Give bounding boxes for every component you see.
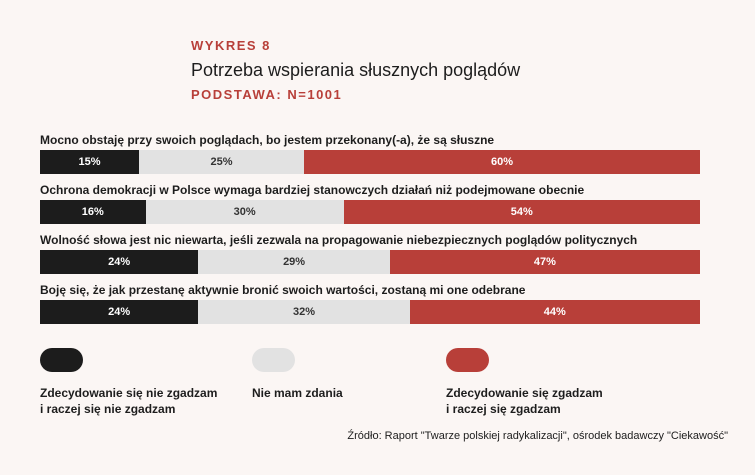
data-label: 24%	[108, 306, 131, 318]
chart-row: Ochrona demokracji w Polsce wymaga bardz…	[40, 182, 700, 232]
bar-segment-neutral: 30%	[145, 200, 344, 224]
category-label: Mocno obstaję przy swoich poglądach, bo …	[40, 133, 495, 147]
legend-label: Zdecydowanie się nie zgadzam i raczej si…	[40, 386, 218, 416]
category-label: Wolność słowa jest nic niewarta, jeśli z…	[40, 233, 638, 247]
bar-segment-disagree: 16%	[40, 200, 146, 224]
bar-segment-neutral: 29%	[198, 250, 390, 274]
bar-segment-disagree: 24%	[40, 250, 199, 274]
bar-segment-agree: 54%	[343, 200, 700, 224]
legend-item: Zdecydowanie się zgadzam i raczej się zg…	[446, 348, 603, 417]
legend-label: Nie mam zdania	[252, 386, 343, 400]
data-label: 32%	[292, 306, 315, 318]
stacked-bar: 24% 29% 47%	[40, 250, 700, 274]
chart-row: Mocno obstaję przy swoich poglądach, bo …	[40, 132, 700, 182]
legend-swatch-neutral	[252, 348, 295, 372]
stacked-bar: 15% 25% 60%	[40, 150, 700, 174]
bar-segment-disagree: 24%	[40, 300, 199, 324]
data-label: 25%	[210, 156, 233, 168]
data-label: 29%	[283, 256, 306, 268]
stacked-bar-chart: Mocno obstaję przy swoich poglądach, bo …	[40, 132, 700, 332]
bar-segment-disagree: 15%	[40, 150, 139, 174]
chart-row: Boję się, że jak przestanę aktywnie bron…	[40, 282, 700, 332]
data-label: 15%	[78, 156, 101, 168]
legend-label: Zdecydowanie się zgadzam i raczej się zg…	[446, 386, 603, 416]
bar-segment-agree: 47%	[389, 250, 700, 274]
data-label: 60%	[490, 156, 514, 168]
bar-segment-neutral: 25%	[139, 150, 304, 174]
chart-kicker: WYKRES 8	[191, 38, 271, 53]
bar-segment-agree: 60%	[304, 150, 700, 174]
data-label: 54%	[510, 206, 533, 218]
category-label: Ochrona demokracji w Polsce wymaga bardz…	[40, 183, 585, 197]
legend-swatch-agree	[446, 348, 489, 372]
chart-row: Wolność słowa jest nic niewarta, jeśli z…	[40, 232, 700, 282]
bar-segment-agree: 44%	[409, 300, 700, 324]
data-label: 16%	[81, 206, 104, 218]
bar-segment-neutral: 32%	[198, 300, 410, 324]
chart-header: WYKRES 8 Potrzeba wspierania słusznych p…	[191, 38, 520, 103]
chart-sample-base: PODSTAWA: N=1001	[191, 87, 343, 102]
data-label: 47%	[533, 256, 556, 268]
legend-item: Nie mam zdania	[252, 348, 343, 401]
chart-title: Potrzeba wspierania słusznych poglądów	[191, 60, 521, 80]
legend-swatch-disagree	[40, 348, 83, 372]
legend-item: Zdecydowanie się nie zgadzam i raczej si…	[40, 348, 217, 417]
stacked-bar: 24% 32% 44%	[40, 300, 700, 324]
source-note: Źródło: Raport "Twarze polskiej radykali…	[347, 430, 728, 442]
category-label: Boję się, że jak przestanę aktywnie bron…	[40, 283, 526, 297]
stacked-bar: 16% 30% 54%	[40, 200, 700, 224]
data-label: 44%	[543, 306, 566, 318]
data-label: 30%	[233, 206, 256, 218]
data-label: 24%	[108, 256, 131, 268]
